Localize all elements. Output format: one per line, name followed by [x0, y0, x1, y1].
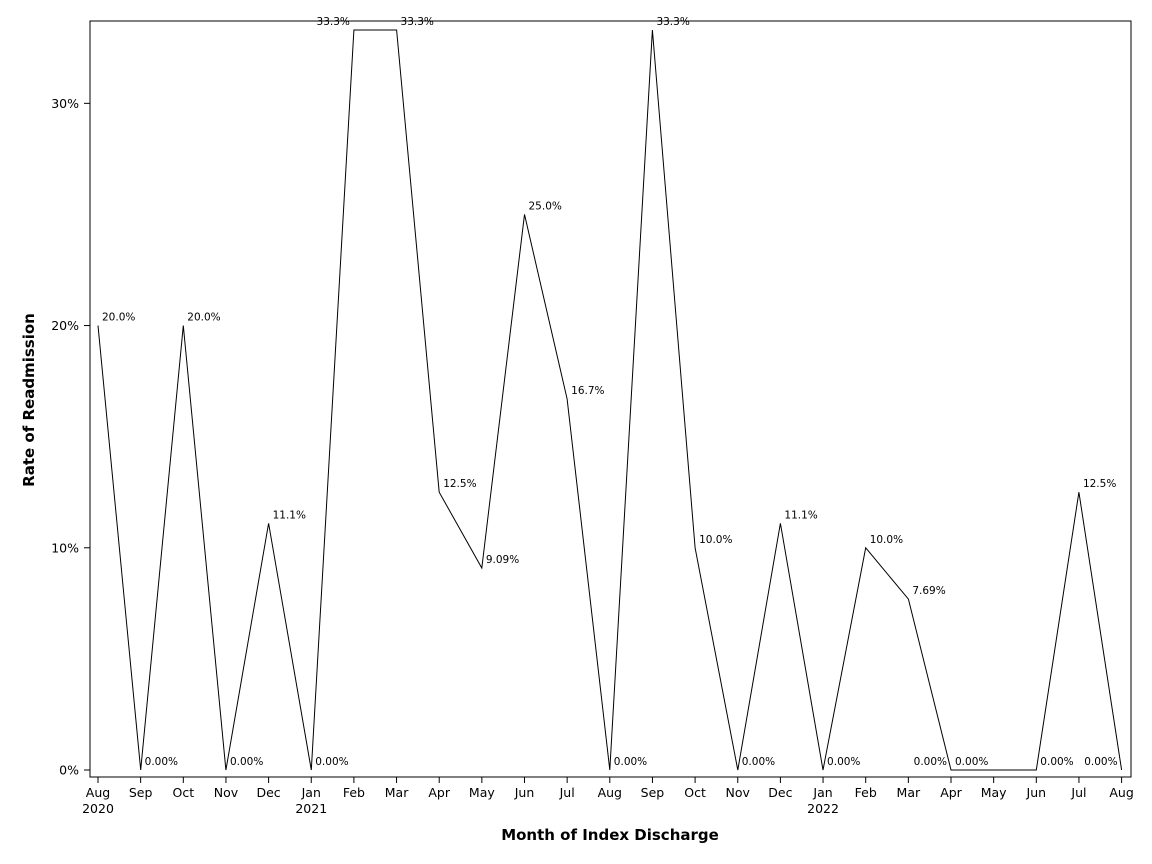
- x-tick-label: Dec: [768, 785, 792, 800]
- y-tick-label: 10%: [51, 540, 79, 555]
- x-tick-label: Apr: [940, 785, 962, 800]
- data-label: 20.0%: [187, 312, 220, 324]
- x-tick-label: May: [469, 785, 495, 800]
- data-label: 11.1%: [784, 509, 817, 521]
- y-tick-label: 0%: [59, 763, 79, 778]
- data-label: 0.00%: [1040, 756, 1073, 768]
- data-label: 0.00%: [955, 756, 988, 768]
- x-tick-label: Nov: [726, 785, 751, 800]
- x-tick-label: Mar: [385, 785, 409, 800]
- plot-frame: [89, 20, 1132, 778]
- x-tick-label: Nov: [214, 785, 239, 800]
- data-label: 33.3%: [656, 16, 689, 28]
- x-tick-label: Apr: [428, 785, 450, 800]
- data-label: 10.0%: [699, 534, 732, 546]
- x-tick-label: Jun: [1026, 785, 1047, 800]
- data-label: 11.1%: [273, 509, 306, 521]
- x-tick-label: Jan: [301, 785, 321, 800]
- x-tick-label: Sep: [129, 785, 153, 800]
- x-axis-title: Month of Index Discharge: [501, 826, 719, 844]
- x-tick-label: Sep: [641, 785, 665, 800]
- data-label: 0.00%: [145, 756, 178, 768]
- data-label: 0.00%: [614, 756, 647, 768]
- data-label: 0.00%: [230, 756, 263, 768]
- x-tick-label: Mar: [897, 785, 921, 800]
- x-tick-label: Jun: [514, 785, 535, 800]
- data-label: 0.00%: [315, 756, 348, 768]
- y-axis: 0% 10% 20% 30%: [51, 96, 90, 778]
- x-tick-label: Jul: [1070, 785, 1086, 800]
- x-tick-label: Jul: [559, 785, 575, 800]
- data-label: 12.5%: [443, 478, 476, 490]
- y-tick-label: 20%: [51, 318, 79, 333]
- data-label: 33.3%: [401, 16, 434, 28]
- x-tick-year-label: 2020: [82, 801, 114, 816]
- data-label: 7.69%: [912, 585, 945, 597]
- series-line: [97, 29, 1123, 771]
- data-label: 0.00%: [914, 756, 947, 768]
- data-labels: 20.0% 0.00% 20.0% 0.00% 11.1% 0.00% 33.3% 33.3%…: [102, 16, 1118, 768]
- x-tick-label: Oct: [684, 785, 706, 800]
- x-tick-label: May: [981, 785, 1007, 800]
- x-tick-label: Feb: [343, 785, 365, 800]
- data-label: 10.0%: [870, 534, 903, 546]
- data-label: 12.5%: [1083, 478, 1116, 490]
- x-tick-label: Dec: [256, 785, 280, 800]
- y-tick-label: 30%: [51, 96, 79, 111]
- x-tick-label: Aug: [598, 785, 622, 800]
- data-label: 20.0%: [102, 312, 135, 324]
- x-tick-label: Oct: [172, 785, 194, 800]
- x-tick-label: Aug: [86, 785, 110, 800]
- x-tick-year-label: 2022: [807, 801, 839, 816]
- data-label: 9.09%: [486, 554, 519, 566]
- data-label: 0.00%: [742, 756, 775, 768]
- x-tick-label: Aug: [1109, 785, 1133, 800]
- y-axis-title: Rate of Readmission: [20, 313, 38, 487]
- x-tick-label: Feb: [855, 785, 877, 800]
- x-tick-label: Jan: [812, 785, 832, 800]
- data-label: 16.7%: [571, 385, 604, 397]
- data-label: 33.3%: [317, 16, 350, 28]
- data-label: 25.0%: [529, 200, 562, 212]
- x-tick-year-label: 2021: [295, 801, 327, 816]
- data-label: 0.00%: [1084, 756, 1117, 768]
- data-label: 0.00%: [827, 756, 860, 768]
